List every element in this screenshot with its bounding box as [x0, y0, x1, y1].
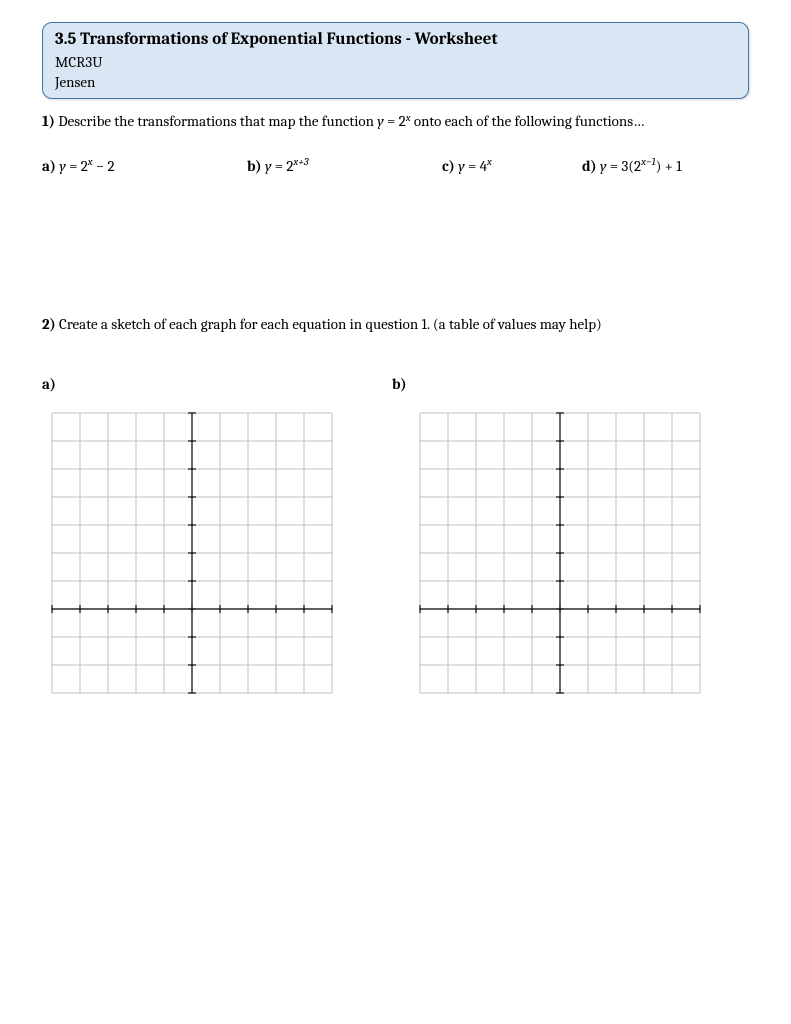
q1-number: 1): [42, 112, 55, 130]
worksheet-header: 3.5 Transformations of Exponential Funct…: [42, 22, 749, 99]
q1-fn-eq: = 2: [384, 112, 406, 130]
graph-label-a: a): [42, 375, 392, 393]
part-tail: ) + 1: [656, 157, 682, 175]
q2-prompt: Create a sketch of each graph for each e…: [56, 315, 602, 333]
part-exp: x: [88, 155, 93, 168]
part-exp: x+3: [293, 155, 308, 168]
q1-part-c: c) y = 4x: [442, 155, 582, 175]
grid-a: [42, 403, 342, 703]
q1-part-a: a) y = 2x − 2: [42, 155, 247, 175]
part-eq: = 4: [465, 157, 487, 175]
q1-part-b: b) y = 2x+3: [247, 155, 442, 175]
grid-b: [410, 403, 710, 703]
q1-part-d: d) y = 3(2x−1) + 1: [582, 155, 682, 175]
q1-fn-exp: x: [406, 111, 411, 124]
worksheet-title: 3.5 Transformations of Exponential Funct…: [55, 29, 736, 52]
part-tail: − 2: [93, 157, 115, 175]
graph-labels-row: a) b): [42, 375, 749, 393]
question-2: 2) Create a sketch of each graph for eac…: [42, 313, 749, 336]
cartesian-grid-b: [410, 403, 710, 703]
teacher-name: Jensen: [55, 72, 736, 92]
q2-number: 2): [42, 315, 56, 333]
graph-label-b: b): [392, 375, 407, 393]
part-label: a): [42, 157, 56, 175]
q1-prompt-before: Describe the transformations that map th…: [55, 112, 377, 130]
q1-parts: a) y = 2x − 2 b) y = 2x+3 c) y = 4x d) y…: [42, 155, 749, 175]
part-label: c): [442, 157, 455, 175]
question-1: 1) Describe the transformations that map…: [42, 109, 749, 133]
part-exp: x−1: [641, 155, 655, 168]
part-label: b): [247, 157, 262, 175]
graphs-row: [42, 403, 749, 703]
q1-prompt-after: onto each of the following functions…: [411, 112, 645, 130]
course-code: MCR3U: [55, 52, 736, 72]
cartesian-grid-a: [42, 403, 342, 703]
part-label: d): [582, 157, 597, 175]
part-eq: = 3(2: [606, 157, 641, 175]
part-eq: = 2: [271, 157, 293, 175]
part-eq: = 2: [66, 157, 88, 175]
part-exp: x: [487, 155, 492, 168]
